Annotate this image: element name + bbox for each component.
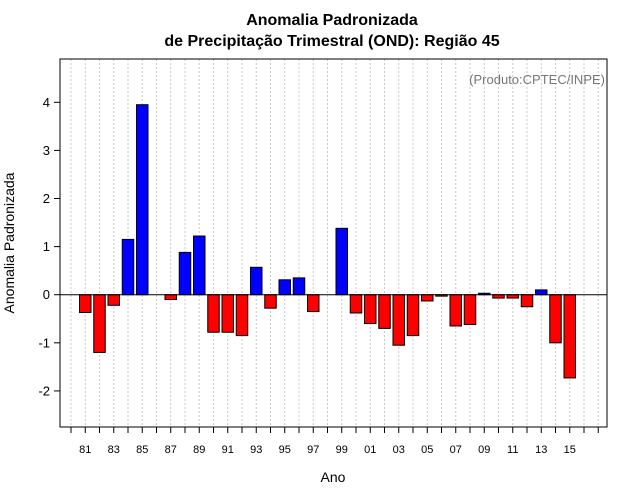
x-tick-label: 03 [393, 444, 405, 456]
bar-95 [278, 279, 291, 296]
x-tick-label: 01 [364, 444, 376, 456]
y-axis-label: Anomalia Padronizada [1, 172, 17, 313]
bar-81 [79, 294, 92, 314]
y-tick-label: -2 [38, 383, 50, 398]
x-tick-label: 09 [478, 444, 490, 456]
x-tick-label: 85 [136, 444, 148, 456]
x-tick-label: 15 [564, 444, 576, 456]
bar-08 [463, 294, 477, 326]
bar-96 [292, 277, 306, 296]
chart-title-line2: de Precipitação Trimestral (OND): Região… [164, 33, 499, 50]
x-tick-label: 97 [307, 444, 319, 456]
bar-15 [563, 294, 576, 379]
x-tick-label: 81 [79, 444, 91, 456]
y-axis: -2 -1 0 1 2 3 4 [38, 95, 60, 398]
bar-90 [207, 294, 220, 333]
x-tick-label: 87 [165, 444, 177, 456]
bar-93 [250, 266, 263, 296]
x-axis: 81 83 85 87 89 91 93 95 97 99 01 03 05 07 09 11 13 15 [70, 427, 599, 456]
x-tick-label: 11 [507, 444, 518, 456]
bar-03 [392, 294, 405, 346]
bar-14 [549, 294, 562, 344]
bar-00 [349, 294, 363, 314]
source-annotation: (Produto:CPTEC/INPE) [469, 72, 605, 87]
bar-99 [335, 227, 348, 296]
bar-83 [107, 294, 120, 306]
plot-frame [59, 58, 608, 428]
bar-series [79, 104, 576, 379]
y-tick-label: 3 [43, 143, 50, 158]
bar-04 [406, 294, 420, 337]
x-tick-label: 95 [279, 444, 291, 456]
bar-92 [235, 294, 249, 337]
bar-94 [264, 294, 277, 309]
x-axis-label: Ano [321, 469, 346, 485]
x-tick-label: 91 [222, 444, 234, 456]
x-tick-label: 13 [535, 444, 547, 456]
vertical-gridlines [70, 59, 599, 427]
y-tick-label: 0 [43, 287, 50, 302]
bar-84 [121, 238, 135, 296]
x-tick-label: 89 [193, 444, 205, 456]
x-tick-label: 93 [250, 444, 262, 456]
bar-11 [506, 294, 519, 299]
bar-13 [535, 289, 548, 296]
bar-07 [449, 294, 462, 327]
x-tick-label: 05 [421, 444, 433, 456]
y-tick-label: 1 [43, 239, 50, 254]
bar-82 [93, 294, 106, 353]
chart-title-line1: Anomalia Padronizada [246, 12, 418, 29]
bar-87 [164, 294, 177, 301]
bar-88 [178, 251, 192, 296]
bar-97 [307, 294, 320, 313]
bar-01 [364, 294, 377, 325]
y-tick-label: -1 [38, 335, 50, 350]
bar-05 [421, 294, 434, 302]
x-tick-label: 99 [336, 444, 348, 456]
bar-12 [520, 294, 534, 308]
bar-02 [378, 294, 391, 329]
bar-10 [492, 294, 505, 299]
y-tick-label: 2 [43, 191, 50, 206]
bar-85 [136, 104, 149, 296]
y-tick-label: 4 [43, 95, 50, 110]
bar-91 [221, 294, 234, 333]
bar-89 [193, 235, 206, 296]
x-tick-label: 07 [450, 444, 462, 456]
x-tick-label: 83 [108, 444, 120, 456]
